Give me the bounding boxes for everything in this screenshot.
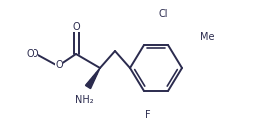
Text: Cl: Cl [158,9,168,19]
Text: NH₂: NH₂ [75,95,93,105]
Text: O: O [55,60,63,70]
Text: O: O [26,49,34,59]
Text: O: O [72,22,80,32]
Text: O: O [30,49,38,59]
Text: F: F [145,110,151,120]
Text: Me: Me [200,32,214,42]
Polygon shape [85,68,100,89]
